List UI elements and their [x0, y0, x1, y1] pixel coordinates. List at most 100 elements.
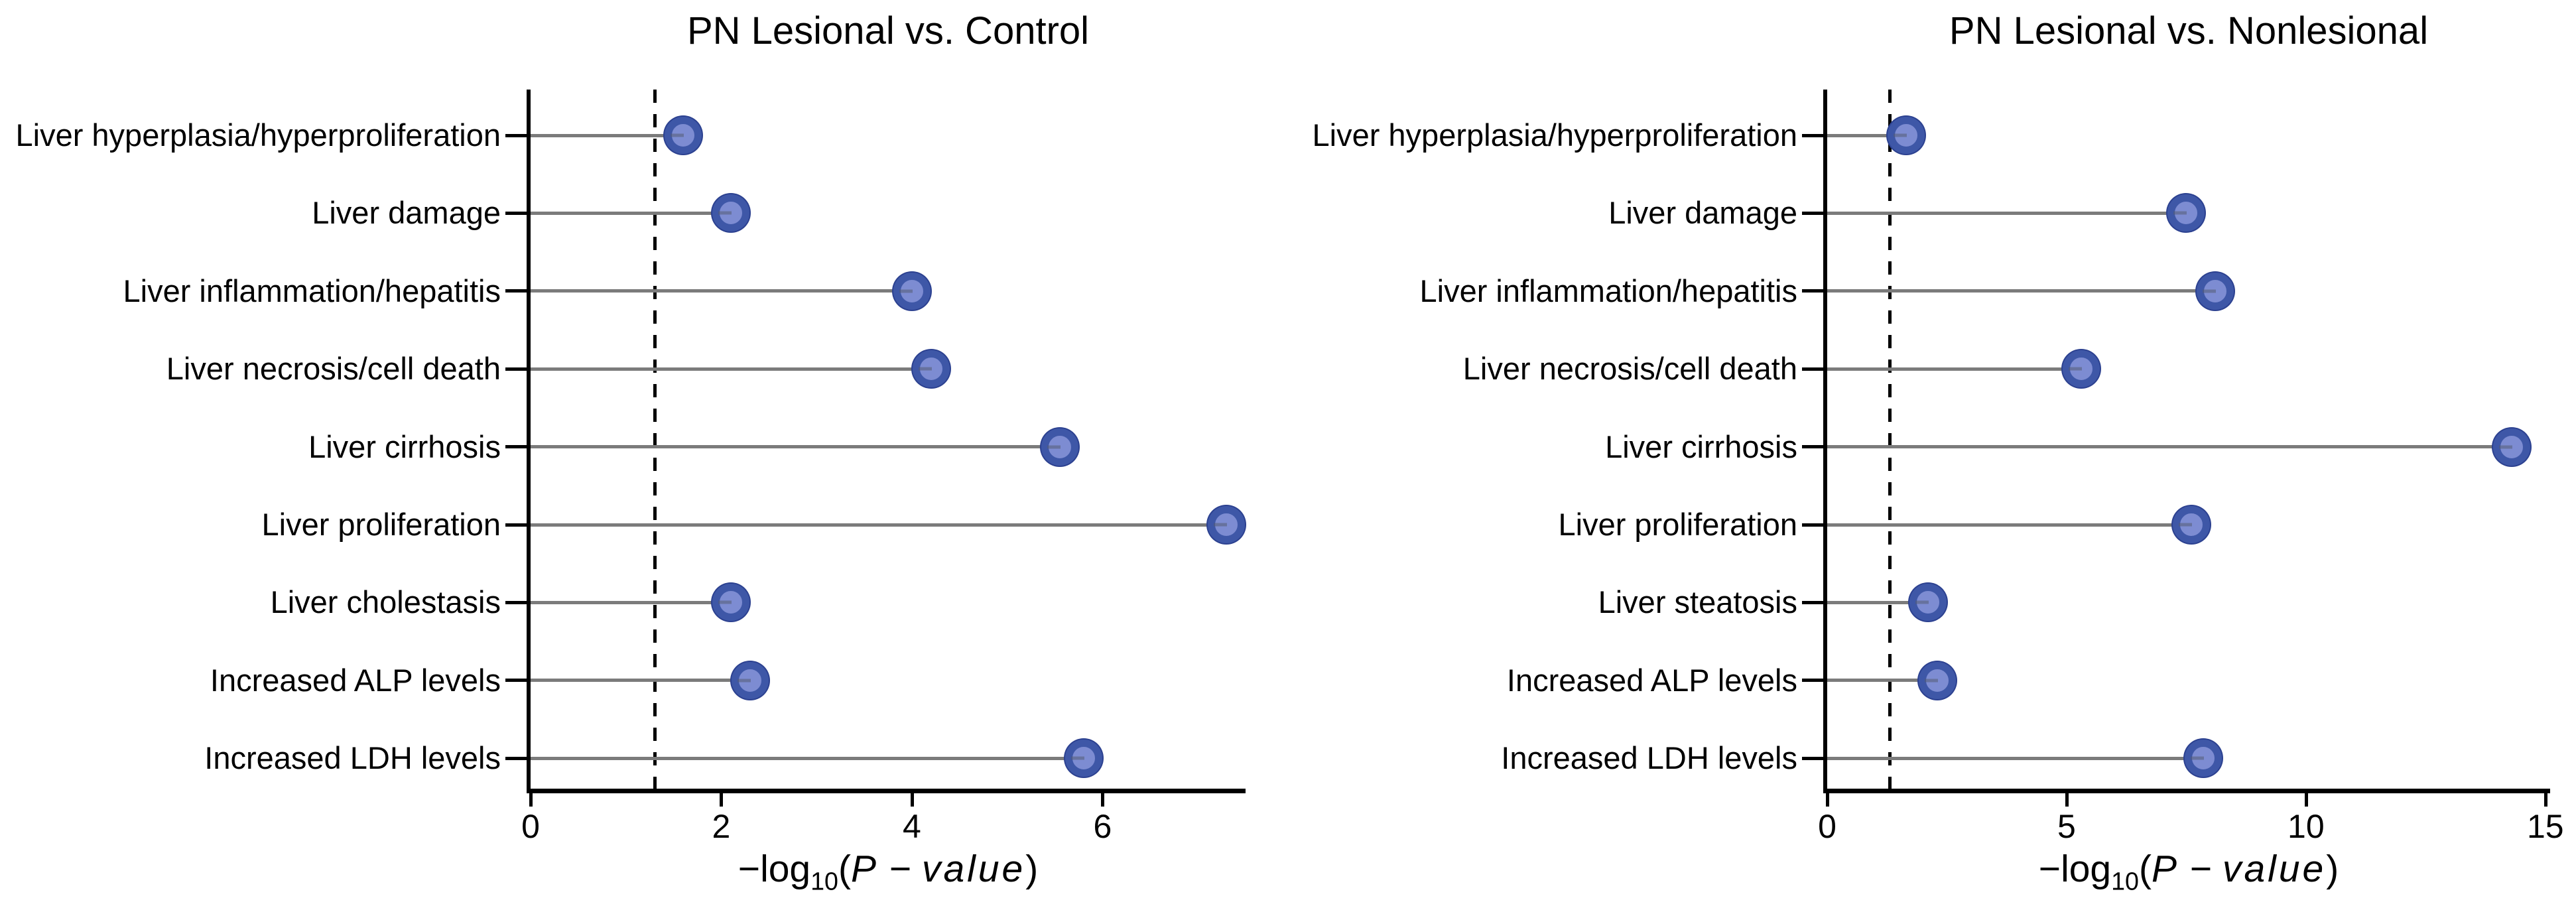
stem-through-dot [2499, 445, 2513, 449]
x-tick-mark [2304, 793, 2308, 807]
category-tick-mark [1802, 211, 1823, 215]
lollipop-dot [1909, 584, 1947, 622]
stem-through-dot [2173, 211, 2187, 215]
x-tick-label: 0 [1818, 808, 1836, 845]
lollipop-dot [1041, 428, 1078, 466]
category-label: Liver necrosis/cell death [166, 351, 501, 387]
xlabel-minus-log: −log [738, 848, 811, 890]
x-axis-line [527, 789, 1246, 793]
category-tick-mark [505, 523, 527, 527]
xlabel-minus-log: −log [2038, 848, 2112, 890]
stem-through-dot [1070, 756, 1084, 760]
x-tick-mark [1101, 793, 1105, 807]
lollipop-stem [1827, 367, 2081, 371]
x-axis-line [1823, 789, 2550, 793]
lollipop-dot [731, 661, 769, 699]
lollipop-stem [531, 367, 931, 371]
stem-through-dot [2190, 756, 2204, 760]
xlabel-p: P [850, 848, 879, 890]
category-tick-mark [505, 133, 527, 137]
lollipop-stem [1827, 211, 2187, 215]
lollipop-stem [531, 679, 750, 683]
xlabel-value: value [2222, 848, 2327, 890]
category-tick-mark [505, 445, 527, 449]
x-tick-label: 10 [2287, 808, 2325, 845]
lollipop-stem [531, 523, 1227, 527]
category-label: Liver necrosis/cell death [1462, 351, 1797, 387]
lollipop-stem [531, 211, 731, 215]
lollipop-stem [1827, 133, 1907, 137]
x-tick-mark [529, 793, 533, 807]
stem-through-dot [1894, 133, 1907, 137]
x-tick-mark [720, 793, 724, 807]
y-axis-line [527, 90, 531, 793]
lollipop-stem [1827, 600, 1928, 604]
category-tick-mark [505, 211, 527, 215]
x-tick-mark [910, 793, 914, 807]
category-label: Increased LDH levels [204, 740, 501, 776]
category-label: Liver damage [312, 195, 501, 231]
lollipop-stem [1827, 445, 2512, 449]
category-label: Liver proliferation [261, 507, 501, 542]
panel-title: PN Lesional vs. Nonlesional [1949, 9, 2429, 52]
category-label: Liver steatosis [1598, 584, 1797, 620]
category-label: Increased LDH levels [1501, 740, 1797, 776]
stem-through-dot [918, 367, 932, 371]
lollipop-dot [2184, 740, 2222, 777]
category-tick-mark [1802, 289, 1823, 293]
lollipop-dot [2493, 428, 2531, 466]
category-tick-mark [1802, 445, 1823, 449]
stem-through-dot [737, 679, 751, 683]
category-label: Liver cirrhosis [1605, 428, 1797, 464]
lollipop-stem [531, 756, 1084, 760]
category-label: Liver cholestasis [270, 584, 501, 620]
stem-through-dot [1214, 523, 1228, 527]
category-label: Liver hyperplasia/hyperproliferation [15, 117, 501, 153]
lollipop-stem [1827, 523, 2191, 527]
panel-title: PN Lesional vs. Control [686, 9, 1090, 52]
category-tick-mark [1802, 756, 1823, 760]
category-tick-mark [1802, 679, 1823, 683]
stem-through-dot [2068, 367, 2082, 371]
lollipop-stem [1827, 679, 1938, 683]
category-tick-mark [1802, 133, 1823, 137]
stem-through-dot [1047, 445, 1061, 449]
category-label: Increased ALP levels [1506, 662, 1797, 698]
lollipop-dot [2196, 272, 2234, 310]
category-tick-mark [1802, 523, 1823, 527]
lollipop-dot [893, 272, 931, 310]
stem-through-dot [718, 600, 732, 604]
lollipop-dot [2167, 194, 2205, 232]
significance-threshold-line [1888, 90, 1892, 789]
lollipop-dot [1888, 117, 1925, 154]
x-tick-label: 5 [2057, 808, 2076, 845]
category-label: Liver inflammation/hepatitis [123, 273, 501, 308]
category-tick-mark [1802, 600, 1823, 604]
lollipop-stem [1827, 756, 2203, 760]
significance-threshold-line [653, 90, 657, 789]
category-label: Liver proliferation [1558, 507, 1797, 542]
stem-through-dot [2178, 523, 2192, 527]
x-tick-mark [2544, 793, 2547, 807]
category-label: Liver cirrhosis [308, 428, 501, 464]
lollipop-dot [2062, 350, 2100, 388]
xlabel-subscript: 10 [2111, 867, 2139, 895]
x-tick-label: 0 [521, 808, 540, 845]
lollipop-dot [712, 194, 749, 232]
xlabel-value: value [921, 848, 1026, 890]
stem-through-dot [718, 211, 732, 215]
xlabel-close-paren: ) [2326, 848, 2339, 890]
xlabel-minus: − [879, 848, 922, 890]
x-tick-mark [2065, 793, 2069, 807]
lollipop-stem [531, 133, 683, 137]
category-tick-mark [505, 756, 527, 760]
stem-through-dot [2202, 289, 2216, 293]
xlabel-open-paren: ( [838, 848, 851, 890]
x-tick-label: 4 [903, 808, 921, 845]
x-tick-label: 2 [712, 808, 731, 845]
category-tick-mark [505, 289, 527, 293]
stem-through-dot [1925, 679, 1939, 683]
x-tick-label: 6 [1093, 808, 1112, 845]
x-tick-label: 15 [2526, 808, 2564, 845]
